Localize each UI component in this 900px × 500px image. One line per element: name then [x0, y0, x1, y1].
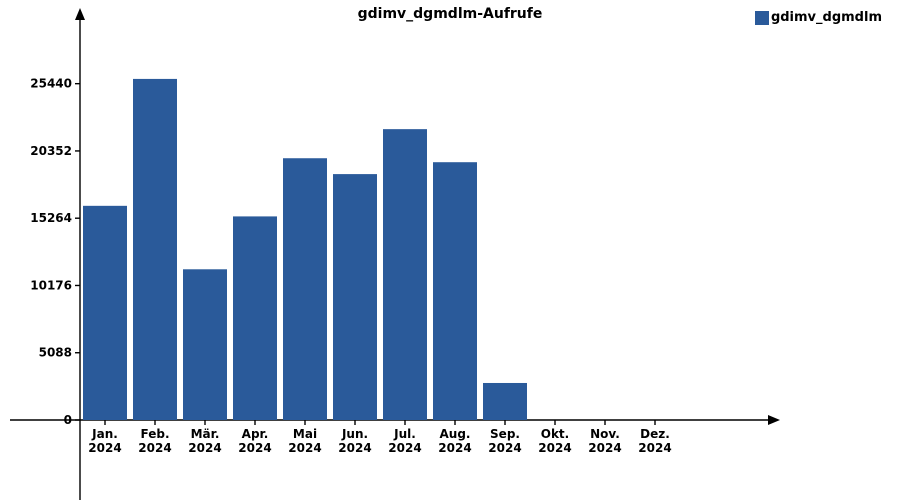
x-tick-label-month: Mär. [191, 427, 220, 441]
x-tick-label-year: 2024 [538, 441, 571, 455]
y-tick-label: 25440 [30, 77, 72, 91]
x-tick-label-year: 2024 [88, 441, 121, 455]
bar [83, 206, 127, 420]
bar [283, 158, 327, 420]
x-tick-label-month: Sep. [490, 427, 520, 441]
x-tick-label-month: Aug. [440, 427, 471, 441]
chart-svg: 0508810176152642035225440Jan.2024Feb.202… [0, 0, 900, 500]
x-tick-label-year: 2024 [288, 441, 321, 455]
x-tick-label-year: 2024 [488, 441, 521, 455]
x-tick-label-year: 2024 [638, 441, 671, 455]
x-tick-label-year: 2024 [588, 441, 621, 455]
x-tick-label-month: Mai [293, 427, 317, 441]
x-tick-label-month: Jun. [341, 427, 368, 441]
y-tick-label: 0 [64, 413, 72, 427]
bar [483, 383, 527, 420]
y-tick-label: 10176 [30, 278, 72, 292]
x-tick-label-year: 2024 [238, 441, 271, 455]
y-axis-arrow-icon [75, 8, 85, 20]
bar [233, 216, 277, 420]
x-tick-label-year: 2024 [338, 441, 371, 455]
x-tick-label-year: 2024 [138, 441, 171, 455]
bar [383, 129, 427, 420]
x-tick-label-month: Apr. [242, 427, 269, 441]
x-axis-arrow-icon [768, 415, 780, 425]
bar [433, 162, 477, 420]
bar [183, 269, 227, 420]
y-tick-label: 15264 [30, 211, 72, 225]
x-tick-label-month: Jul. [393, 427, 416, 441]
y-tick-label: 5088 [39, 346, 72, 360]
bar [133, 79, 177, 420]
y-tick-label: 20352 [30, 144, 72, 158]
x-tick-label-year: 2024 [388, 441, 421, 455]
bar [333, 174, 377, 420]
x-tick-label-month: Nov. [590, 427, 620, 441]
x-tick-label-year: 2024 [438, 441, 471, 455]
x-tick-label-month: Okt. [541, 427, 569, 441]
x-tick-label-month: Jan. [91, 427, 118, 441]
x-tick-label-month: Dez. [640, 427, 670, 441]
x-tick-label-month: Feb. [141, 427, 170, 441]
chart-container: gdimv_dgmdlm-Aufrufe gdimv_dgmdlm 050881… [0, 0, 900, 500]
x-tick-label-year: 2024 [188, 441, 221, 455]
